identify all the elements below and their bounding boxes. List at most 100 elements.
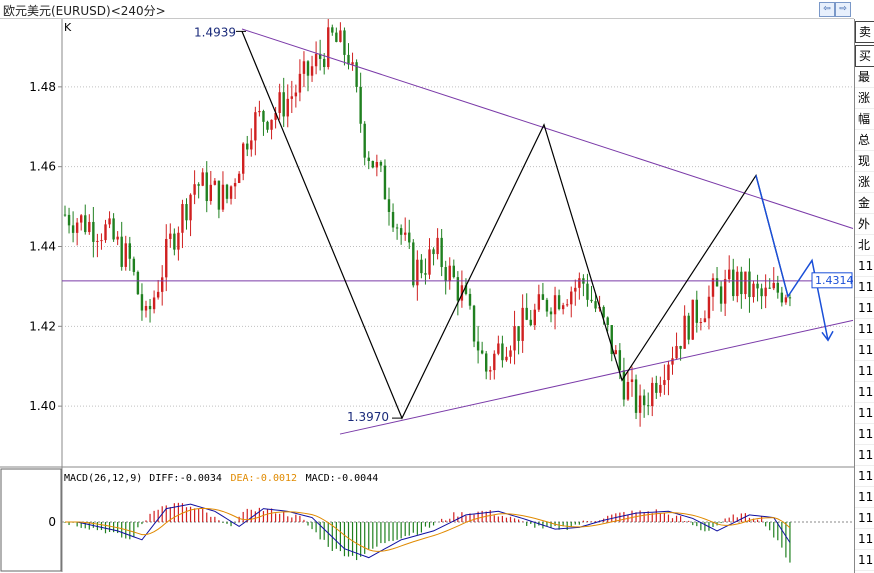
candle-body	[177, 232, 180, 250]
next-arrow-icon[interactable]: ⇨	[835, 2, 851, 17]
candle-body	[221, 184, 225, 210]
candle-body	[756, 283, 759, 289]
candle-body	[108, 218, 111, 225]
candle-body	[262, 110, 265, 122]
candle-body	[683, 315, 686, 349]
candle-body	[647, 405, 650, 407]
candle-body	[553, 295, 557, 315]
candle-body	[788, 297, 792, 299]
macd-legend-label: DEA:	[231, 473, 255, 484]
candle-body	[104, 224, 107, 241]
candle-body	[242, 143, 245, 174]
side-panel-row: 最	[855, 67, 874, 88]
candle-body	[323, 58, 326, 68]
candle-body	[780, 292, 784, 303]
candle-body	[476, 341, 480, 351]
candle-body	[217, 180, 221, 210]
candle-body	[472, 305, 476, 342]
side-panel-row: 现	[855, 151, 874, 172]
candle-body	[120, 236, 123, 267]
candle-body	[436, 237, 439, 255]
candle-body	[161, 277, 164, 292]
candle-body	[748, 271, 751, 298]
candle-body	[100, 240, 103, 242]
candle-body	[448, 265, 451, 282]
candle-body	[468, 293, 472, 306]
candle-body	[205, 172, 208, 202]
macd-legend-label: MACD:	[306, 473, 336, 484]
candle-body	[440, 237, 443, 268]
candle-body	[237, 173, 241, 184]
candle-body	[343, 30, 346, 55]
candle-body	[703, 318, 707, 323]
candle-body	[132, 258, 136, 272]
candle-body	[290, 96, 293, 99]
support-trendline	[339, 319, 854, 435]
candle-body	[399, 228, 403, 235]
candle-body	[286, 98, 289, 117]
candle-body	[760, 288, 763, 297]
y-tick-label: 1.48	[29, 80, 56, 94]
candle-body	[776, 282, 779, 293]
candle-body	[549, 311, 553, 315]
candle-body	[383, 165, 387, 200]
candle-body	[764, 287, 767, 297]
candle-body	[772, 282, 775, 289]
side-panel-row: 11	[855, 340, 874, 361]
side-panel-row: 11	[855, 445, 874, 466]
candle-body	[590, 299, 593, 302]
side-panel-row: 涨	[855, 172, 874, 193]
side-panel-row: 11	[855, 382, 874, 403]
candle-body	[521, 307, 524, 341]
candle-body	[201, 172, 204, 186]
candle-body	[679, 345, 682, 349]
candle-body	[339, 30, 342, 42]
candle-body	[715, 278, 719, 287]
candle-body	[173, 233, 176, 250]
candle-body	[310, 66, 314, 76]
candle-body	[152, 297, 156, 310]
side-panel-row: 11	[855, 424, 874, 445]
candle-body	[80, 215, 83, 223]
candle-body	[566, 304, 569, 306]
chart-title: 欧元美元(EURUSD)<240分>	[3, 4, 166, 18]
candle-body	[229, 186, 233, 199]
current-price-box	[811, 272, 853, 289]
title-bar: 欧元美元(EURUSD)<240分> ⇦ ⇨	[0, 0, 854, 19]
candle-body	[699, 322, 703, 324]
candle-body	[695, 299, 698, 323]
candle-body	[586, 283, 589, 300]
candle-body	[638, 395, 642, 413]
candle-body	[570, 291, 573, 305]
candle-body	[667, 364, 670, 381]
candle-body	[318, 53, 322, 59]
candle-body	[359, 86, 362, 124]
candle-body	[84, 215, 87, 233]
candle-body	[675, 345, 678, 359]
candle-body	[335, 32, 338, 42]
candle-body	[363, 123, 366, 158]
candle-body	[606, 317, 609, 326]
candlestick-chart[interactable]: K 1.48 1.46 1.44 1.42 1.40 1.4939 1.3970 1.4314 0…	[0, 19, 854, 573]
candle-body	[124, 243, 127, 267]
candle-body	[282, 92, 285, 117]
macd-zero-label: 0	[48, 515, 56, 529]
candle-body	[578, 278, 581, 288]
side-panel-row: 11	[855, 277, 874, 298]
candle-body	[347, 54, 350, 65]
candle-body	[594, 301, 597, 309]
y-tick-label: 1.40	[29, 399, 56, 413]
prev-arrow-icon[interactable]: ⇦	[819, 2, 835, 17]
candle-body	[193, 184, 196, 195]
side-panel-row: 11	[855, 298, 874, 319]
candle-body	[169, 233, 172, 239]
candle-body	[545, 299, 549, 312]
candle-body	[225, 184, 229, 199]
candle-body	[602, 306, 605, 318]
candle-body	[246, 143, 249, 150]
candle-body	[740, 271, 743, 295]
resistance-trendline	[241, 28, 854, 230]
candle-body	[112, 218, 115, 240]
side-panel-row: 11	[855, 466, 874, 487]
candle-body	[233, 183, 237, 187]
